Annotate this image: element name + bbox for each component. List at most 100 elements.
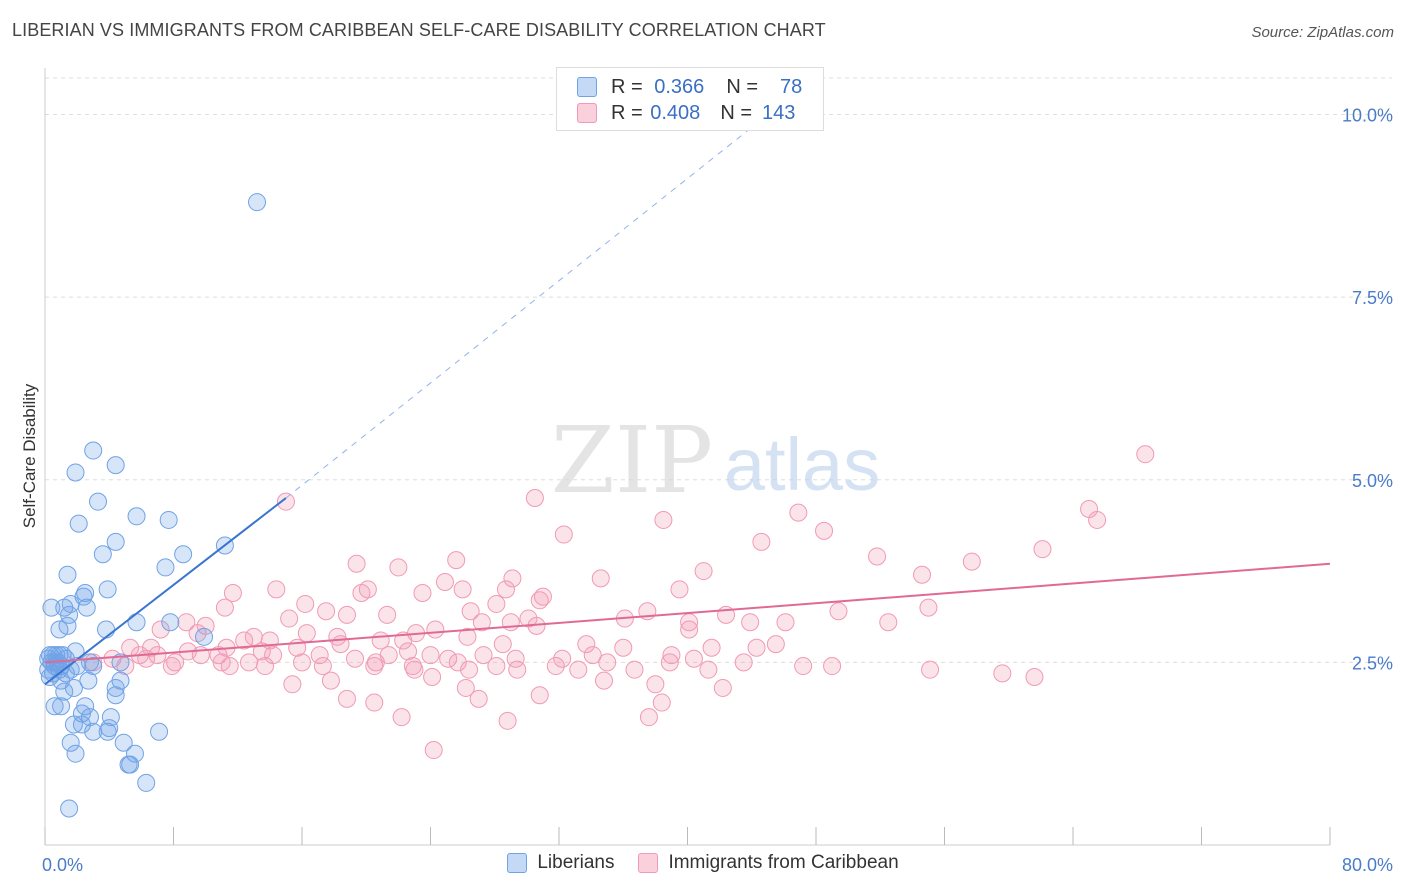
legend-row-liberians: R = 0.366 N = 78 (577, 74, 802, 100)
legend-item-caribbean: Immigrants from Caribbean (638, 852, 899, 874)
legend-swatch-liberians (507, 853, 528, 873)
x-tick-label: 0.0% (42, 855, 83, 875)
data-point-liberians (74, 587, 93, 606)
data-point-caribbean (365, 657, 384, 676)
data-point-caribbean (460, 660, 479, 679)
data-point-liberians (174, 545, 193, 564)
data-point-caribbean (741, 613, 760, 632)
data-point-caribbean (670, 580, 689, 599)
data-point-caribbean (487, 657, 506, 676)
data-point-caribbean (530, 686, 549, 705)
data-point-caribbean (456, 678, 475, 697)
data-point-liberians (137, 773, 156, 792)
data-point-caribbean (829, 602, 848, 621)
data-point-caribbean (177, 613, 196, 632)
chart-title: LIBERIAN VS IMMIGRANTS FROM CARIBBEAN SE… (12, 20, 826, 40)
data-point-caribbean (458, 627, 477, 646)
data-point-caribbean (913, 565, 932, 584)
data-point-caribbean (220, 657, 239, 676)
legend-r-value: 0.408 (650, 101, 701, 124)
data-point-caribbean (435, 573, 454, 592)
data-point-liberians (61, 733, 80, 752)
data-point-liberians (66, 744, 85, 763)
data-point-caribbean (469, 689, 488, 708)
legend-n-label: N = (720, 101, 752, 124)
data-point-caribbean (583, 646, 602, 665)
data-point-liberians (69, 514, 88, 533)
data-point-caribbean (347, 554, 366, 573)
data-point-caribbean (554, 525, 573, 544)
data-point-caribbean (962, 552, 981, 571)
data-point-caribbean (453, 580, 472, 599)
data-point-caribbean (594, 671, 613, 690)
data-point-caribbean (546, 657, 565, 676)
data-point-caribbean (392, 708, 411, 727)
data-point-caribbean (276, 492, 295, 511)
trend-line-caribbean (44, 562, 1331, 664)
data-point-liberians (40, 667, 59, 686)
data-point-caribbean (283, 675, 302, 694)
legend-row-caribbean: R = 0.408 N = 143 (577, 100, 795, 126)
data-point-caribbean (662, 646, 681, 665)
y-tick-label: 10.0% (1342, 106, 1393, 126)
data-point-caribbean (699, 660, 718, 679)
data-point-caribbean (660, 653, 679, 672)
data-point-caribbean (321, 671, 340, 690)
data-point-caribbean (137, 649, 156, 668)
data-point-caribbean (577, 635, 596, 654)
data-point-liberians (106, 532, 125, 551)
data-point-liberians (84, 441, 103, 460)
data-point-caribbean (919, 598, 938, 617)
data-point-caribbean (1033, 540, 1052, 559)
data-point-liberians (125, 744, 144, 763)
data-point-liberians (106, 678, 125, 697)
data-point-liberians (66, 463, 85, 482)
data-point-caribbean (533, 587, 552, 606)
data-point-liberians (106, 686, 125, 705)
data-point-caribbean (794, 657, 813, 676)
data-point-caribbean (501, 613, 520, 632)
y-axis-label: Self-Care Disability (20, 383, 39, 528)
data-point-liberians (156, 558, 175, 577)
data-point-liberians (106, 456, 125, 475)
data-point-caribbean (215, 598, 234, 617)
data-point-caribbean (823, 657, 842, 676)
data-point-liberians (161, 613, 180, 632)
data-point-caribbean (553, 649, 572, 668)
watermark-atlas: atlas (724, 423, 880, 506)
legend-r-label: R = (611, 75, 643, 98)
y-tick-label: 7.5% (1352, 288, 1393, 308)
data-point-liberians (89, 492, 108, 511)
y-tick-label: 2.5% (1352, 653, 1393, 673)
x-tick-label: 80.0% (1342, 855, 1393, 875)
data-point-caribbean (789, 503, 808, 522)
data-point-liberians (50, 646, 69, 665)
data-point-liberians (39, 649, 58, 668)
legend-r-value: 0.366 (654, 75, 705, 98)
data-point-liberians (72, 715, 91, 734)
trend-lines (44, 114, 1331, 686)
data-point-caribbean (646, 675, 665, 694)
data-point-caribbean (1088, 510, 1107, 529)
data-point-liberians (50, 620, 69, 639)
data-point-liberians (98, 580, 117, 599)
data-point-liberians (127, 613, 146, 632)
data-point-liberians (248, 193, 267, 212)
data-point-caribbean (223, 583, 242, 602)
data-point-caribbean (461, 602, 480, 621)
data-point-caribbean (267, 580, 286, 599)
data-point-caribbean (569, 660, 588, 679)
data-point-liberians (58, 565, 77, 584)
data-point-liberians (79, 671, 98, 690)
data-point-caribbean (508, 660, 527, 679)
data-point-caribbean (296, 594, 315, 613)
data-point-liberians (55, 682, 74, 701)
data-point-caribbean (448, 653, 467, 672)
legend-n-value: 143 (762, 101, 796, 124)
data-point-caribbean (426, 620, 445, 639)
data-point-caribbean (142, 638, 161, 657)
data-point-caribbean (702, 638, 721, 657)
data-point-caribbean (625, 660, 644, 679)
data-point-caribbean (591, 569, 610, 588)
data-point-caribbean (235, 631, 254, 650)
